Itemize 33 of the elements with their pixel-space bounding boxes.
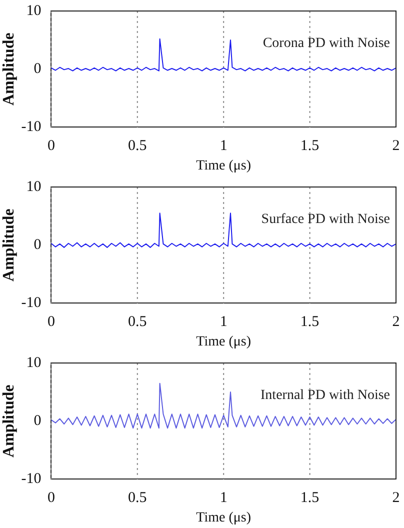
x-tick-label: 0 (47, 138, 55, 154)
x-tick-label: 0.5 (128, 490, 147, 506)
x-tick-label: 1 (220, 314, 228, 330)
y-tick-label: -10 (21, 295, 42, 312)
y-axis-title: Amplitude (0, 384, 18, 458)
y-tick-label: -10 (21, 119, 42, 136)
x-tick-label: 1 (220, 490, 228, 506)
y-axis-title: Amplitude (0, 32, 18, 106)
y-tick-label: 0 (34, 61, 42, 78)
y-tick-label: 0 (34, 237, 42, 254)
x-axis-title: Time (μs) (196, 158, 252, 174)
x-tick-label: 2 (392, 490, 400, 506)
x-tick-label: 0 (47, 314, 55, 330)
x-tick-label: 0.5 (128, 138, 147, 154)
y-tick-label: 10 (26, 2, 42, 19)
x-tick-label: 1.5 (300, 314, 320, 330)
x-tick-label: 2 (392, 138, 400, 154)
annotation: Internal PD with Noise (260, 388, 390, 404)
x-tick-label: 1.5 (300, 138, 320, 154)
x-tick-label: 2 (392, 314, 400, 330)
x-tick-label: 1 (220, 138, 228, 154)
y-axis-title: Amplitude (0, 208, 18, 282)
x-axis-title: Time (μs) (196, 334, 252, 350)
x-tick-label: 1.5 (300, 490, 320, 506)
y-tick-label: -10 (21, 471, 42, 488)
y-tick-label: 10 (26, 178, 42, 195)
x-tick-label: 0 (47, 490, 55, 506)
annotation: Corona PD with Noise (262, 36, 390, 52)
annotation: Surface PD with Noise (261, 212, 390, 228)
x-axis-title: Time (μs) (196, 510, 252, 526)
x-tick-label: 0.5 (128, 314, 147, 330)
y-tick-label: 0 (34, 413, 42, 430)
y-tick-label: 10 (26, 354, 42, 371)
